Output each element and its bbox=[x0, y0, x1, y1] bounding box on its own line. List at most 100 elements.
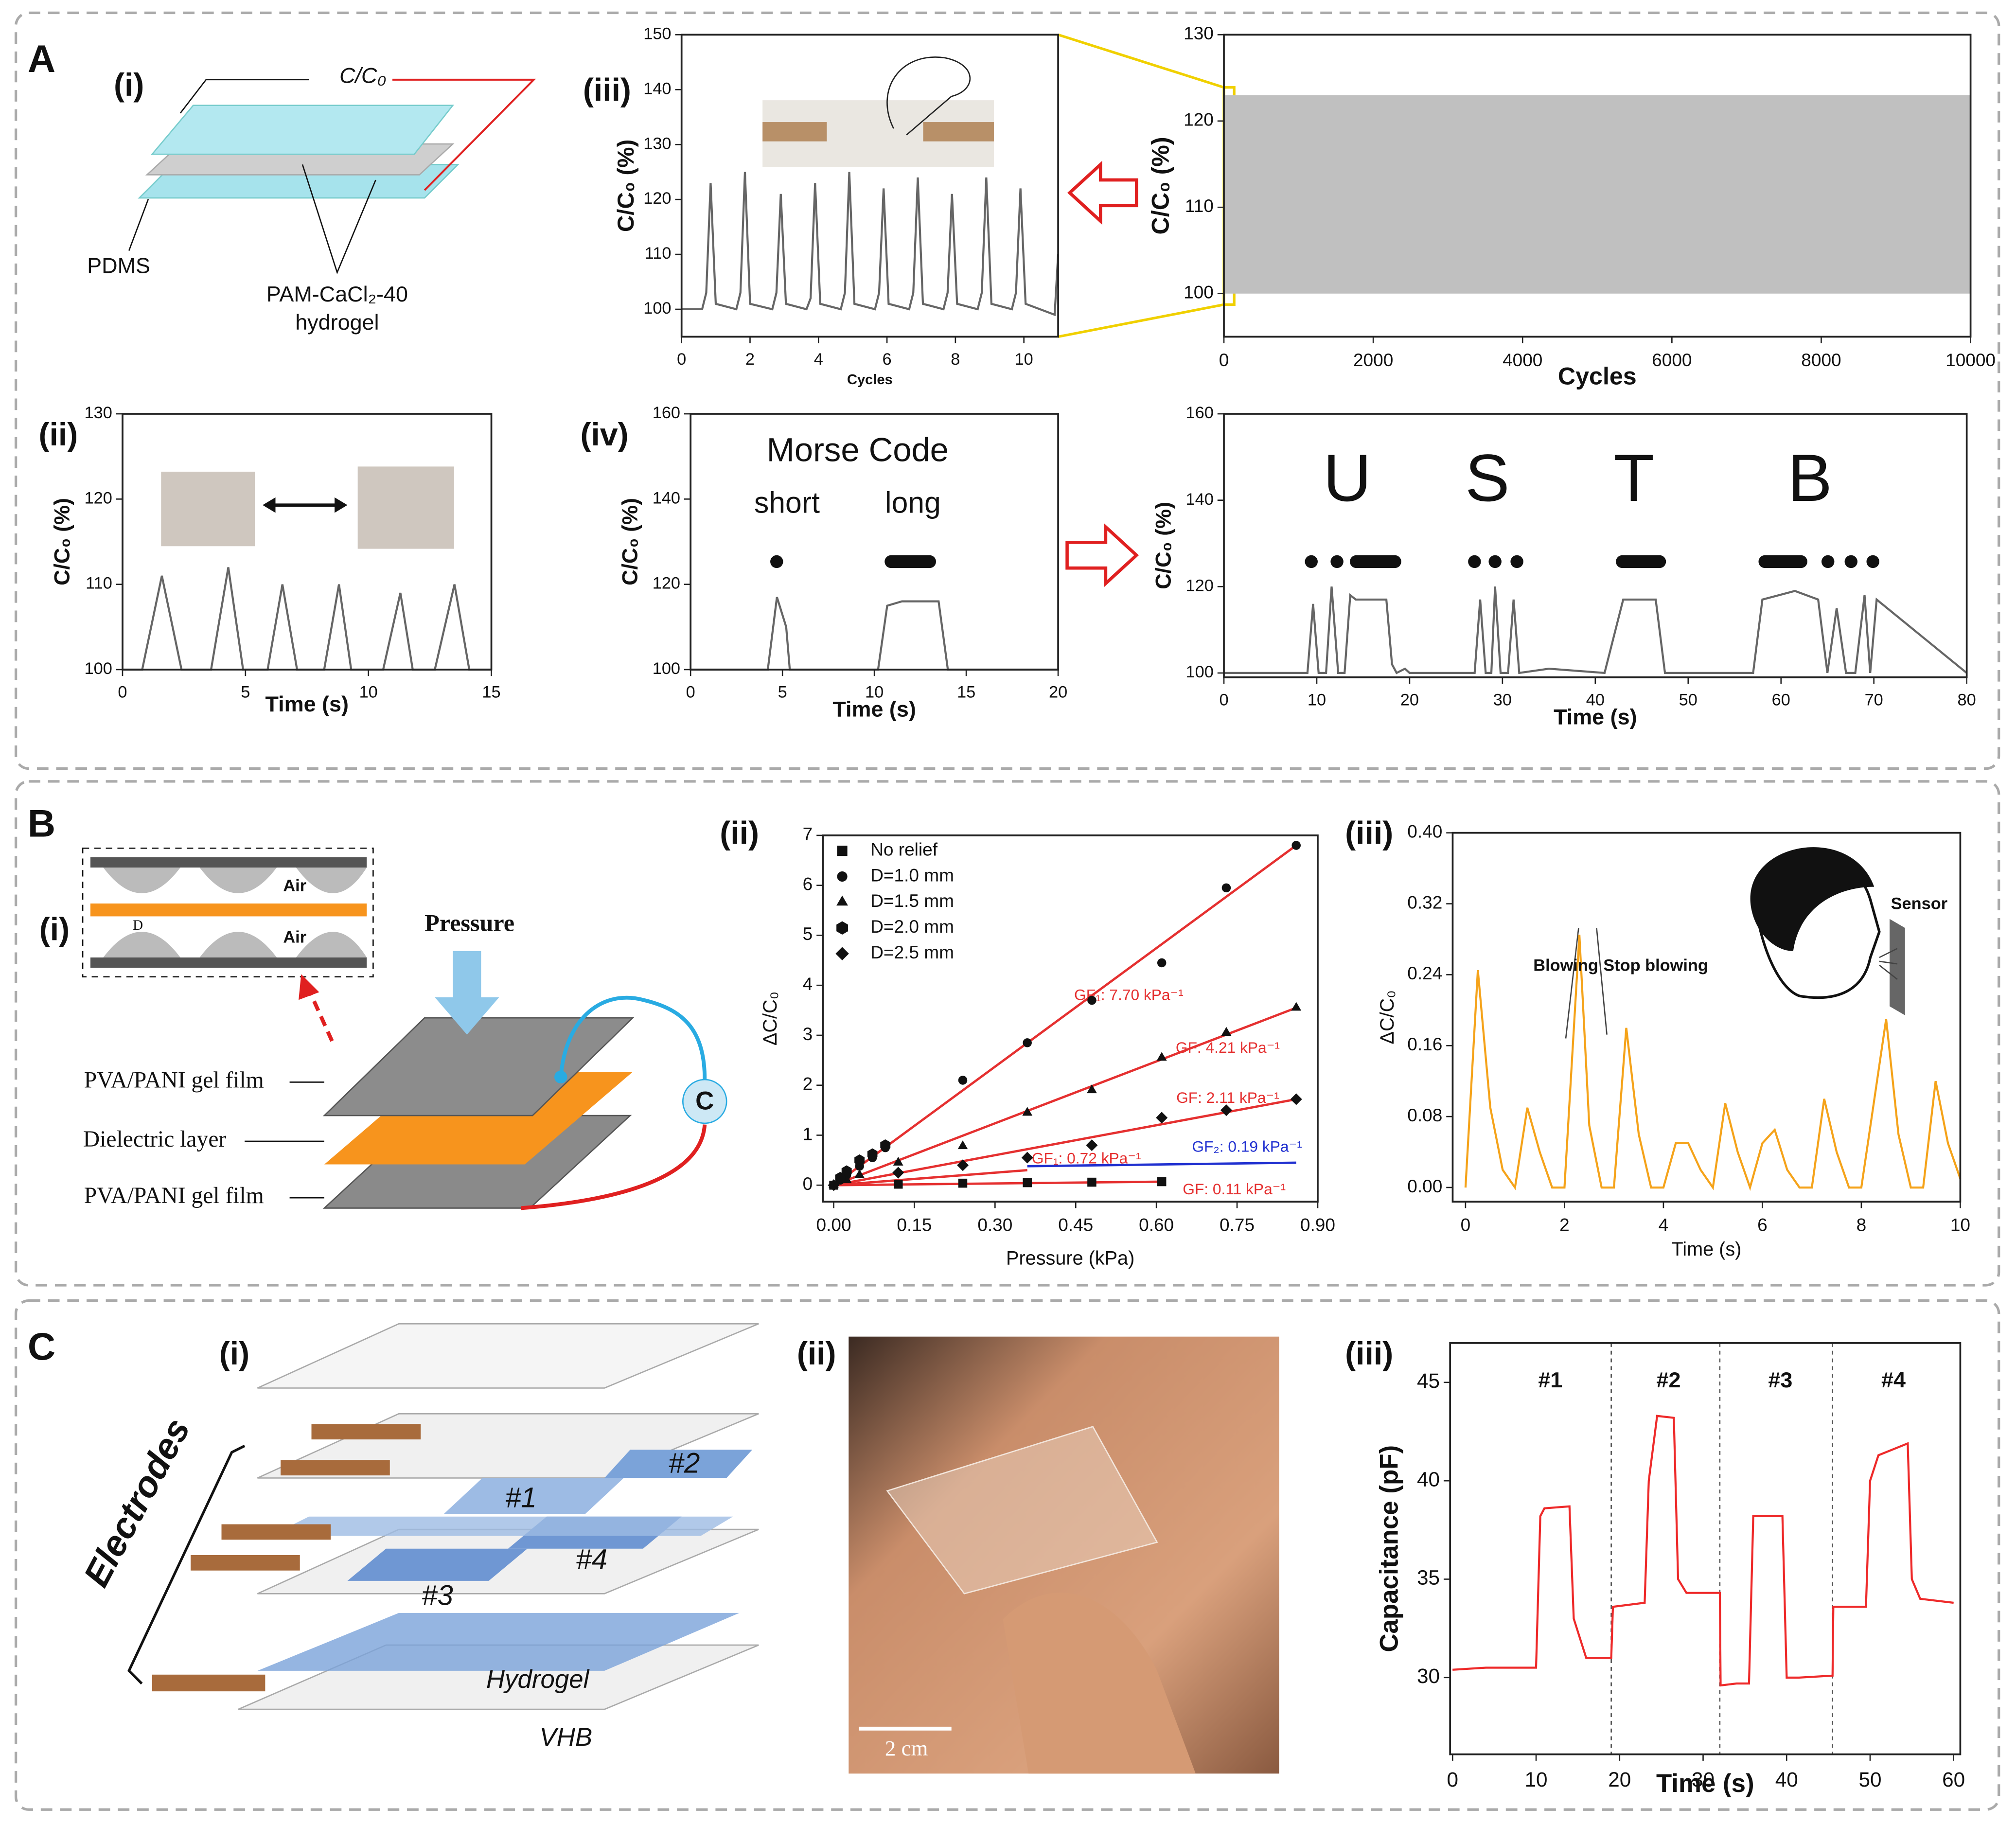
photo-strip bbox=[923, 122, 994, 142]
point bbox=[1087, 1084, 1097, 1094]
photo-c-ii: 2 cm bbox=[849, 1336, 1279, 1774]
y-tick-label: 0.16 bbox=[1407, 1034, 1442, 1054]
fit-line bbox=[1027, 1161, 1296, 1168]
x-axis-label: Time (s) bbox=[265, 691, 349, 716]
x-tick-label: 0 bbox=[686, 683, 695, 702]
panel-label: (ii) bbox=[38, 417, 78, 453]
panel-label: (iii) bbox=[1345, 1336, 1393, 1372]
x-tick-label: 60 bbox=[1772, 691, 1790, 709]
plot-frame bbox=[1223, 34, 1972, 338]
y-tick-label: 100 bbox=[85, 659, 112, 678]
y-tick-label: 130 bbox=[1184, 23, 1214, 43]
annotation: #3 bbox=[1768, 1367, 1792, 1392]
layer bbox=[90, 957, 367, 968]
label: #2 bbox=[669, 1447, 700, 1479]
sensor bbox=[1890, 919, 1905, 1015]
pad bbox=[347, 1548, 528, 1581]
annotation: Stop blowing bbox=[1603, 957, 1708, 975]
layer bbox=[90, 857, 367, 868]
point bbox=[957, 1140, 968, 1150]
point bbox=[837, 846, 848, 856]
callout-arrow bbox=[307, 989, 334, 1042]
dome bbox=[199, 932, 277, 958]
y-axis-label: C/C₀ (%) bbox=[1147, 137, 1174, 234]
point bbox=[854, 1169, 865, 1178]
x-tick-label: 30 bbox=[1692, 1768, 1715, 1791]
fit-line bbox=[833, 844, 1297, 1187]
y-tick-label: 35 bbox=[1417, 1566, 1440, 1589]
y-tick-label: 0.32 bbox=[1407, 892, 1442, 912]
x-axis-label: Time (s) bbox=[1672, 1239, 1742, 1260]
annotation: #4 bbox=[1881, 1367, 1906, 1392]
diagram-b-i: Air Air D Pressure C PVA/PANI gel film D… bbox=[82, 848, 727, 1210]
y-tick-label: 4 bbox=[803, 974, 813, 994]
y-tick-label: 0.24 bbox=[1407, 963, 1442, 983]
leader bbox=[301, 164, 376, 275]
morse-dot bbox=[1305, 555, 1318, 568]
y-tick-label: 2 bbox=[803, 1074, 813, 1094]
panel-borders bbox=[14, 11, 2000, 1811]
x-tick-label: 40 bbox=[1775, 1768, 1798, 1791]
fit-line bbox=[833, 1098, 1297, 1187]
label: PAM-CaCl₂-40 bbox=[266, 282, 408, 306]
legend-label: No relief bbox=[870, 839, 937, 859]
x-tick-label: 0.00 bbox=[816, 1215, 851, 1235]
point bbox=[1221, 883, 1231, 893]
y-tick-label: 3 bbox=[803, 1024, 813, 1044]
label: VHB bbox=[539, 1723, 592, 1752]
x-tick-label: 30 bbox=[1493, 691, 1512, 709]
panel-label: (ii) bbox=[720, 815, 759, 851]
y-tick-label: 30 bbox=[1417, 1665, 1440, 1687]
inset-box bbox=[82, 848, 374, 977]
panel-label: (i) bbox=[39, 912, 70, 948]
x-tick-label: 50 bbox=[1679, 691, 1698, 709]
x-tick-label: 2000 bbox=[1353, 350, 1393, 370]
morse-dot bbox=[1468, 555, 1481, 568]
legend-label: D=2.0 mm bbox=[870, 917, 954, 937]
line bbox=[681, 172, 1060, 317]
finger bbox=[1003, 1593, 1196, 1774]
x-tick-label: 20 bbox=[1608, 1768, 1631, 1791]
x-tick-label: 8 bbox=[951, 350, 960, 369]
legend-label: D=1.5 mm bbox=[870, 891, 954, 911]
x-tick-label: 8000 bbox=[1801, 350, 1841, 370]
y-axis-label: ΔC/C₀ bbox=[1377, 990, 1398, 1044]
x-tick-label: 15 bbox=[482, 683, 500, 702]
plate bbox=[324, 1072, 633, 1165]
y-axis-label: Capacitance (pF) bbox=[1375, 1445, 1404, 1652]
line bbox=[1224, 586, 1967, 674]
border-c bbox=[14, 1299, 2000, 1811]
hair bbox=[1750, 847, 1875, 951]
electrode bbox=[311, 1424, 421, 1440]
y-tick-label: 120 bbox=[653, 574, 680, 593]
y-tick-label: 0.08 bbox=[1407, 1105, 1442, 1125]
point bbox=[1291, 1002, 1302, 1011]
y-tick-label: 1 bbox=[803, 1124, 813, 1144]
fit-label: GF: 2.11 kPa⁻¹ bbox=[1176, 1089, 1279, 1106]
breath-line bbox=[1879, 960, 1898, 965]
morse-dot bbox=[1821, 555, 1835, 568]
layer bbox=[90, 903, 367, 917]
point bbox=[1021, 1152, 1033, 1164]
morse-dash bbox=[1616, 555, 1666, 568]
x-axis-label: Cycles bbox=[1558, 362, 1637, 390]
x-tick-label: 5 bbox=[778, 683, 787, 702]
panel-label: (iii) bbox=[583, 72, 631, 108]
point bbox=[828, 1179, 840, 1191]
x-axis-label: Time (s) bbox=[1656, 1769, 1754, 1798]
electrode bbox=[191, 1555, 300, 1571]
y-tick-label: 0.00 bbox=[1407, 1176, 1442, 1196]
point bbox=[1221, 1027, 1232, 1036]
point bbox=[1023, 1178, 1032, 1187]
y-tick-label: 130 bbox=[643, 134, 671, 153]
bracket bbox=[127, 1444, 246, 1685]
leader bbox=[128, 199, 149, 251]
arrow bbox=[1565, 928, 1579, 1039]
electrode-strip bbox=[270, 1516, 733, 1536]
x-tick-label: 6000 bbox=[1652, 350, 1692, 370]
fit-line bbox=[833, 1169, 1027, 1187]
dome bbox=[296, 867, 367, 893]
annotation: #1 bbox=[1538, 1367, 1562, 1392]
point bbox=[1023, 1038, 1032, 1047]
domes bbox=[103, 867, 367, 958]
